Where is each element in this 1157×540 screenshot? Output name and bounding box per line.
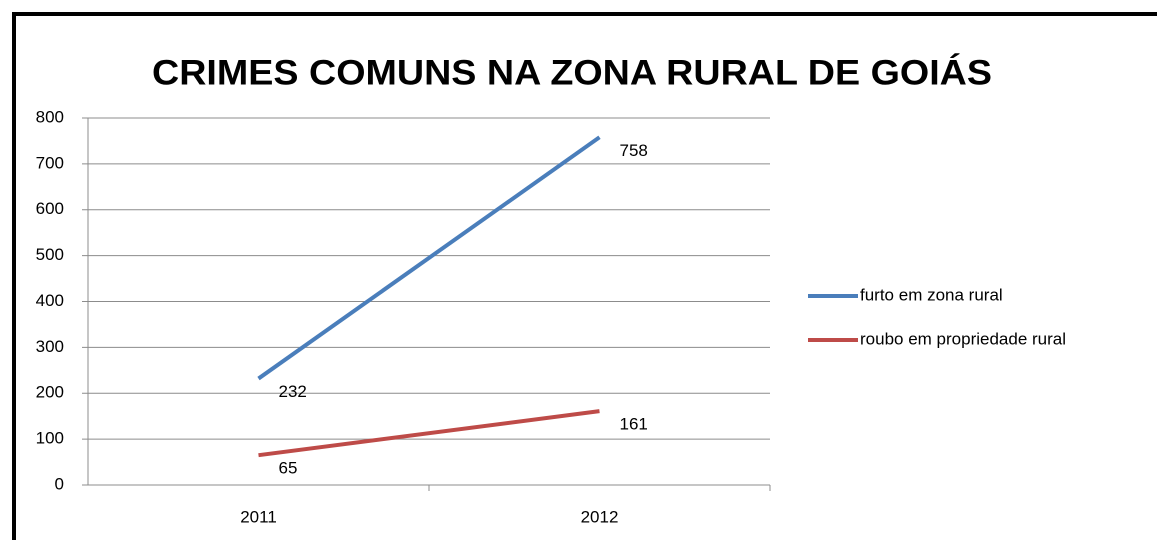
data-label: 758 — [620, 141, 648, 160]
frame — [12, 12, 1157, 540]
y-tick-label: 200 — [36, 383, 64, 402]
y-tick-label: 600 — [36, 199, 64, 218]
y-tick-label: 0 — [55, 474, 64, 493]
x-tick-label: 2012 — [581, 507, 619, 526]
y-tick-label: 700 — [36, 153, 64, 172]
y-tick-label: 300 — [36, 337, 64, 356]
data-label: 65 — [279, 459, 298, 478]
data-label: 161 — [620, 415, 648, 434]
data-label: 232 — [279, 382, 307, 401]
x-tick-label: 2011 — [240, 507, 277, 526]
chart-title: CRIMES COMUNS NA ZONA RURAL DE GOIÁS — [152, 52, 992, 92]
series-line — [258, 409, 600, 458]
y-tick-label: 100 — [36, 429, 64, 448]
y-tick-label: 400 — [36, 291, 64, 310]
y-tick-label: 500 — [36, 245, 64, 264]
legend-label: roubo em propriedade rural — [860, 329, 1066, 348]
series-line — [257, 135, 601, 381]
legend-label: furto em zona rural — [860, 285, 1003, 304]
y-tick-label: 800 — [36, 107, 64, 126]
